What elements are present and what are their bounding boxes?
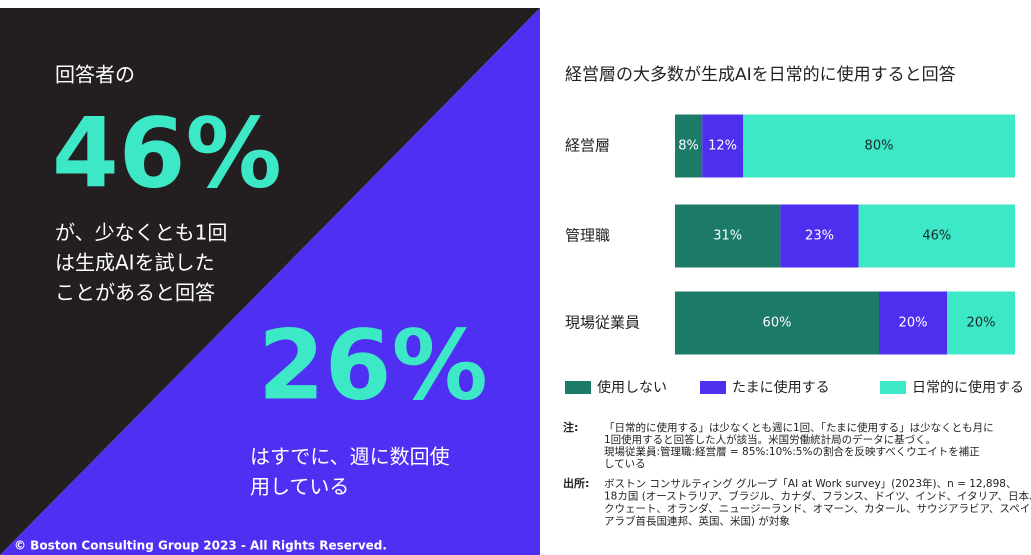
panel-text: が、少なくとも1回 bbox=[55, 221, 227, 245]
data-label: 60% bbox=[763, 316, 792, 331]
panel-text: 用している bbox=[250, 475, 349, 499]
legend-label: たまに使用する bbox=[732, 379, 830, 396]
note-text: 現場従業員:管理職:経営層 = 85%:10%:5%の割合を反映すべくウエイトを… bbox=[604, 445, 980, 458]
bar-segment bbox=[879, 291, 947, 355]
bar-segment bbox=[858, 204, 1015, 268]
source-text: 18カ国 (オーストラリア、ブラジル、カナダ、フランス、ドイツ、インド、イタリア… bbox=[604, 490, 1031, 503]
bar-segment bbox=[947, 291, 1015, 355]
data-label: 20% bbox=[899, 316, 928, 331]
bar-segment bbox=[675, 204, 781, 268]
panel-text: は生成AIを試した bbox=[55, 251, 215, 275]
source-text: アラブ首長国連邦、英国、米国) が対象 bbox=[604, 515, 790, 528]
data-label: 8% bbox=[678, 139, 699, 154]
note-text: 「日常的に使用する」は少なくとも週に1回、「たまに使用する」は少なくとも月に bbox=[604, 421, 994, 434]
bar-segment bbox=[675, 114, 703, 178]
data-label: 31% bbox=[713, 229, 742, 244]
panel-text: はすでに、週に数回使 bbox=[250, 445, 450, 469]
category-label: 経営層 bbox=[565, 137, 610, 155]
bar-segment bbox=[743, 114, 1015, 178]
note-label: 注: bbox=[563, 420, 578, 434]
legend-swatch bbox=[700, 381, 726, 394]
legend-label: 日常的に使用する bbox=[912, 379, 1024, 396]
note-text: している bbox=[604, 458, 646, 470]
data-label: 12% bbox=[708, 139, 737, 154]
source-label: 出所: bbox=[563, 476, 589, 490]
chart-title: 経営層の大多数が生成AIを日常的に使用すると回答 bbox=[565, 64, 956, 85]
note-text: 1回使用すると回答した人が該当。米国労働統計局のデータに基づく。 bbox=[604, 433, 936, 446]
source-text: クウェート、オランダ、ニュージーランド、オマーン、カタール、サウジアラビア、スペ… bbox=[604, 502, 1031, 515]
data-label: 80% bbox=[865, 139, 894, 154]
bar-segment bbox=[780, 204, 859, 268]
blue-panel bbox=[0, 8, 540, 555]
bar-segment bbox=[675, 291, 879, 355]
data-label: 46% bbox=[922, 229, 951, 244]
legend-swatch bbox=[880, 381, 906, 394]
data-label: 23% bbox=[805, 229, 834, 244]
legend-swatch bbox=[565, 381, 591, 394]
panel-text: ことがあると回答 bbox=[55, 281, 215, 305]
copyright: © Boston Consulting Group 2023 - All Rig… bbox=[14, 539, 387, 553]
intro: 回答者の bbox=[55, 63, 135, 87]
source-text: ボストン コンサルティング グループ「AI at Work survey」(20… bbox=[604, 477, 1016, 490]
legend-label: 使用しない bbox=[597, 379, 667, 396]
bar-segment bbox=[702, 114, 743, 178]
data-label: 20% bbox=[967, 316, 996, 331]
category-label: 管理職 bbox=[565, 227, 610, 245]
category-label: 現場従業員 bbox=[565, 314, 640, 332]
stat: 26% bbox=[258, 309, 488, 421]
stat: 46% bbox=[52, 97, 282, 209]
